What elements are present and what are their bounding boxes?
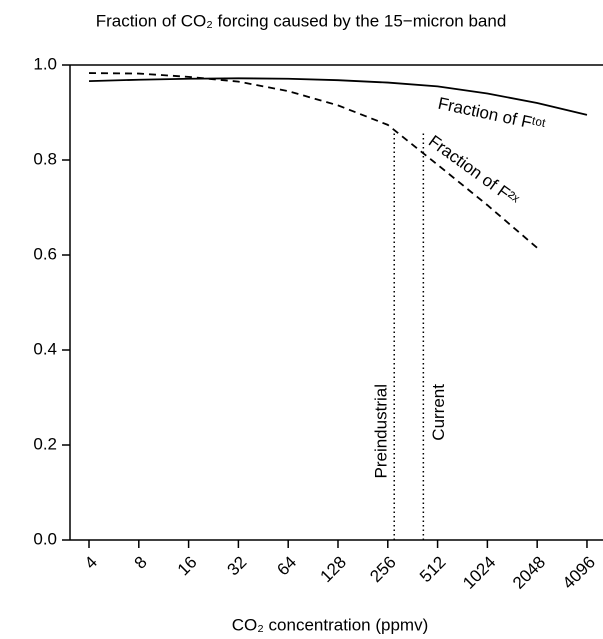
x-axis-label: CO₂ concentration (ppmv) [232,615,429,634]
chart-title: Fraction of CO₂ forcing caused by the 15… [96,11,507,30]
x-tick-label: 8 [131,553,151,573]
x-tick-label: 32 [224,553,251,580]
series-label: Fraction of Fᵗᵒᵗ [436,94,547,135]
reference-label: Preindustrial [372,384,391,479]
x-tick-label: 64 [273,553,300,580]
y-tick-label: 1.0 [33,54,57,73]
y-tick-label: 0.6 [33,244,57,263]
x-tick-label: 1024 [459,553,499,593]
x-tick-label: 128 [316,553,349,586]
y-tick-label: 0.0 [33,529,57,548]
series-line [89,72,538,249]
x-tick-label: 512 [416,553,449,586]
x-tick-label: 4 [81,553,101,573]
reference-label: Current [429,384,448,441]
y-tick-label: 0.8 [33,149,57,168]
series-line [88,77,588,116]
y-tick-label: 0.4 [33,339,57,358]
series-label: Fraction of F²ˣ [425,131,523,209]
x-tick-label: 4096 [559,553,599,593]
x-tick-label: 256 [366,553,399,586]
x-tick-label: 2048 [509,553,549,593]
x-tick-label: 16 [174,553,201,580]
y-tick-label: 0.2 [33,434,57,453]
